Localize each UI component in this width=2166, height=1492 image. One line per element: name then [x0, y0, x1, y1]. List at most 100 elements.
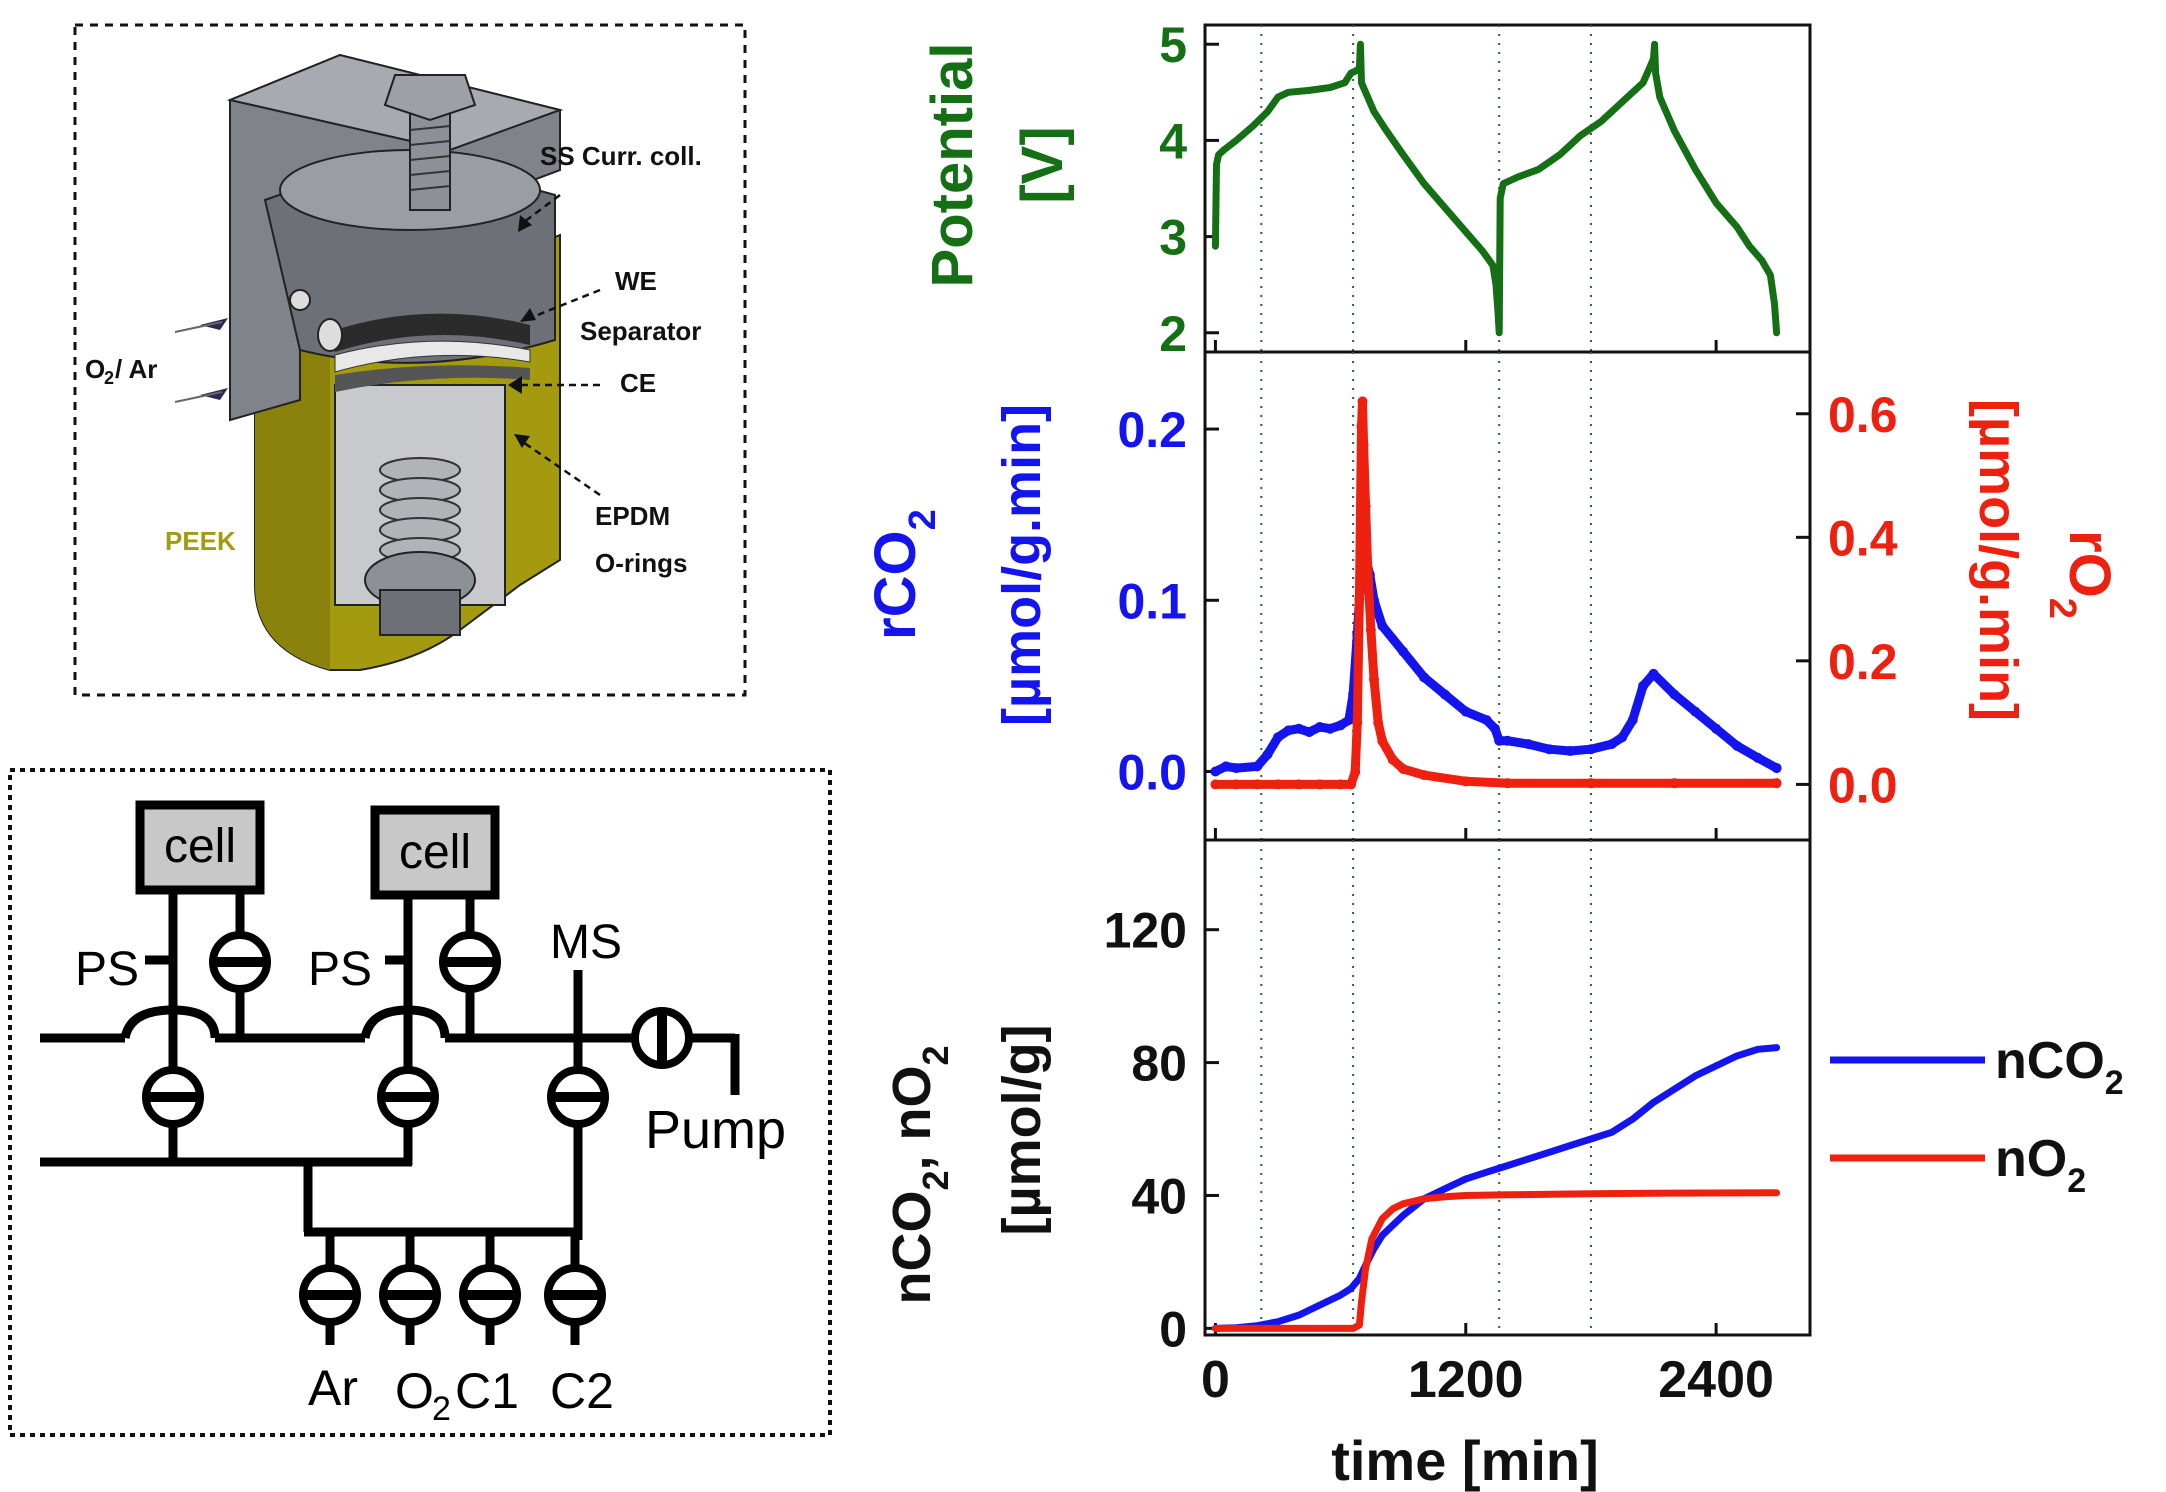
x-axis-title: time [min]	[1331, 1429, 1599, 1492]
label-we: WE	[615, 266, 657, 296]
ar-label: Ar	[308, 1360, 358, 1416]
label-peek: PEEK	[165, 526, 236, 556]
rO2-point-15	[1362, 563, 1373, 574]
xtick-label-0: 0	[1201, 1351, 1230, 1409]
rO2-point-24	[1502, 778, 1513, 789]
rCO2-point-27	[1502, 735, 1513, 746]
rO2-point-21	[1398, 763, 1409, 774]
rCO2-point-6	[1283, 725, 1294, 736]
cum-ylabel-sub1: 2	[915, 1171, 956, 1191]
ms-label: MS	[550, 916, 622, 969]
nCO2-series-line	[1211, 1044, 1781, 1332]
rO2-point-13	[1358, 439, 1369, 450]
rCO2-point-31	[1585, 744, 1596, 755]
annotation-arrowheads	[508, 215, 536, 448]
rCO2-point-37	[1669, 689, 1680, 700]
rO2-point-27	[1771, 778, 1782, 789]
ytick-label-cumulative-3: 120	[1104, 903, 1187, 959]
rO2-point-4	[1293, 779, 1304, 790]
ytick-label-rates-2: 0.2	[1117, 402, 1187, 458]
ytick-right-label-0: 0.0	[1828, 757, 1898, 813]
cell-panel-frame	[73, 23, 747, 697]
ro2-ylabel-sub: 2	[2041, 598, 2083, 619]
rO2-point-5	[1314, 779, 1325, 790]
rCO2-point-11	[1335, 720, 1346, 731]
rCO2-point-21	[1419, 672, 1430, 683]
rCO2-point-20	[1398, 646, 1409, 657]
gas-schematic-panel: cell cell PS PS MS Pump Ar O 2 C1 C2	[8, 768, 832, 1437]
c2-label: C2	[550, 1363, 614, 1419]
rO2-point-1	[1231, 779, 1242, 790]
label-gas-ar: / Ar	[115, 354, 157, 384]
label-gas-sub: 2	[104, 368, 114, 388]
cumulative-ylabel: nCO2, nO2 [µmol/g]	[882, 1024, 1052, 1304]
rO2-point-8	[1350, 767, 1361, 778]
label-separator: Separator	[580, 316, 701, 346]
svg-text:nO2: nO2	[1995, 1130, 2086, 1200]
rO2-point-26	[1669, 778, 1680, 789]
cum-ylabel-units: [µmol/g]	[992, 1024, 1052, 1235]
rO2-point-9	[1352, 717, 1363, 728]
xtick-label-1: 1200	[1408, 1351, 1524, 1409]
cell-cad-panel: SS Curr. coll. WE Separator CE EPDM O-ri…	[73, 23, 747, 697]
ro2-ylabel-text: rO	[2057, 530, 2122, 598]
ps-label-1: PS	[75, 943, 139, 996]
rO2-point-25	[1585, 778, 1596, 789]
svg-text:rO2: rO2	[2041, 530, 2122, 619]
rCO2-point-8	[1304, 727, 1315, 738]
rO2-point-20	[1387, 754, 1398, 765]
rCO2-point-19	[1377, 620, 1388, 631]
rco2-ylabel-sub: 2	[902, 509, 944, 530]
rCO2-point-2	[1231, 763, 1242, 774]
rCO2-point-22	[1439, 689, 1450, 700]
svg-text:nCO2, nO2: nCO2, nO2	[882, 1045, 956, 1304]
rO2-point-2	[1252, 779, 1263, 790]
panel-frame-rates	[1203, 350, 1812, 842]
rCO2-point-3	[1252, 761, 1263, 772]
gas-arrows	[174, 318, 228, 403]
rO2-point-11	[1356, 421, 1367, 432]
rCO2-point-10	[1325, 723, 1336, 734]
rO2-point-14	[1360, 501, 1371, 512]
rO2-point-19	[1377, 736, 1388, 747]
rCO2-point-7	[1293, 723, 1304, 734]
o2-label: O	[395, 1363, 434, 1419]
rCO2-point-36	[1648, 668, 1659, 679]
rO2-point-16	[1365, 624, 1376, 635]
rO2-point-17	[1368, 674, 1379, 685]
rO2-point-7	[1346, 779, 1357, 790]
rCO2-point-28	[1523, 739, 1534, 750]
ro2-ylabel-units: [µmol/g.min]	[1968, 399, 2028, 721]
legend: nCO2 nO2	[1830, 1032, 2124, 1200]
ytick-right-label-1: 0.2	[1828, 634, 1898, 690]
legend-label-nco2-sub: 2	[2105, 1064, 2124, 1102]
ps-label-2: PS	[308, 943, 372, 996]
rO2-point-23	[1460, 776, 1471, 787]
rO2-point-3	[1273, 779, 1284, 790]
label-gas-o: O	[85, 354, 105, 384]
cum-ylabel-sub2: 2	[915, 1045, 956, 1065]
rO2-point-6	[1335, 779, 1346, 790]
rCO2-point-30	[1565, 745, 1576, 756]
rCO2-point-4	[1262, 749, 1273, 760]
ytick-right-label-3: 0.6	[1828, 387, 1898, 443]
rCO2-point-42	[1771, 763, 1782, 774]
cell-label-1: cell	[164, 820, 236, 873]
ytick-right-label-2: 0.4	[1828, 510, 1898, 566]
ytick-label-rates-0: 0.0	[1117, 745, 1187, 801]
rCO2-point-23	[1460, 706, 1471, 717]
panel-frame-potential	[1203, 23, 1812, 354]
ytick-label-cumulative-0: 0	[1159, 1301, 1187, 1357]
legend-label-nco2: nCO	[1995, 1032, 2105, 1090]
ytick-label-potential-1: 3	[1159, 210, 1187, 266]
rO2-point-12	[1357, 396, 1368, 407]
panel-frame-cumulative	[1203, 838, 1812, 1337]
svg-text:rCO2: rCO2	[863, 509, 944, 640]
rCO2-point-41	[1752, 752, 1763, 763]
rO2-point-22	[1419, 770, 1430, 781]
schematic-dashed-inlets	[40, 1033, 145, 1167]
rCO2-point-25	[1489, 723, 1500, 734]
rCO2-point-1	[1220, 761, 1231, 772]
rCO2-point-39	[1711, 723, 1722, 734]
